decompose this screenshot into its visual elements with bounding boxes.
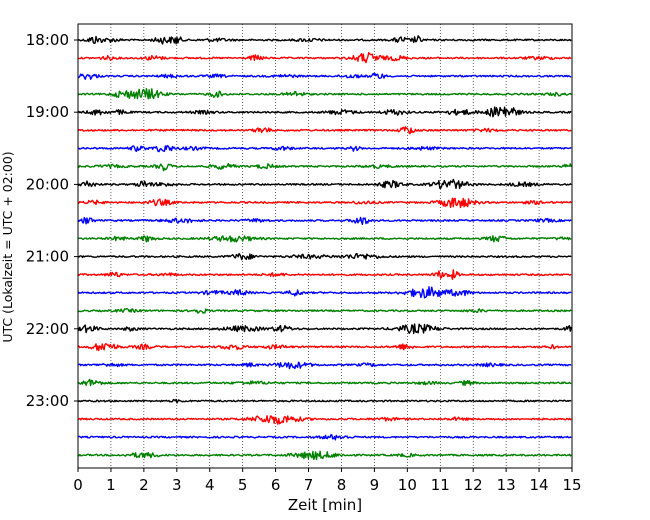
x-tick-label: 14 xyxy=(530,476,549,494)
x-tick-label: 11 xyxy=(431,476,450,494)
seismogram-trace-1845 xyxy=(77,87,572,100)
seismogram-trace-1945 xyxy=(77,162,572,172)
y-tick-label: 23:00 xyxy=(26,392,69,410)
x-tick-label: 5 xyxy=(238,476,248,494)
y-tick-label: 19:00 xyxy=(26,103,69,121)
x-tick-label: 8 xyxy=(337,476,347,494)
seismogram-trace-1915 xyxy=(77,126,572,135)
seismogram-trace-2030 xyxy=(77,216,572,226)
seismogram-trace-2145 xyxy=(77,308,572,314)
plot-frame xyxy=(77,23,573,469)
x-tick-label: 13 xyxy=(497,476,516,494)
seismogram-trace-2345 xyxy=(77,450,572,461)
seismogram-trace-1830 xyxy=(77,72,572,80)
y-axis: 18:00 19:00 20:00 21:00 22:00 23:00 xyxy=(26,31,78,410)
seismogram-trace-1815 xyxy=(77,52,572,64)
x-tick-label: 0 xyxy=(73,476,83,494)
x-tick-label: 10 xyxy=(398,476,417,494)
seismogram-trace-2000 xyxy=(77,178,572,190)
seismogram-trace-1900 xyxy=(77,106,572,118)
x-tick-label: 15 xyxy=(562,476,581,494)
seismogram-trace-2315 xyxy=(77,415,572,425)
x-tick-label: 12 xyxy=(464,476,483,494)
seismogram-trace-2330 xyxy=(77,434,572,441)
x-tick-label: 7 xyxy=(304,476,314,494)
seismogram-trace-2115 xyxy=(77,269,572,280)
seismogram-trace-2045 xyxy=(77,235,572,243)
x-tick-label: 6 xyxy=(271,476,281,494)
seismogram-trace-1930 xyxy=(77,144,572,153)
x-tick-label: 3 xyxy=(172,476,182,494)
seismogram-trace-2130 xyxy=(77,286,572,299)
trace-group xyxy=(77,35,572,461)
seismogram-trace-2200 xyxy=(77,323,572,335)
y-tick-label: 22:00 xyxy=(26,320,69,338)
seismogram-trace-2015 xyxy=(77,197,572,209)
seismogram-trace-2245 xyxy=(77,378,572,387)
seismogram-trace-2300 xyxy=(77,398,572,404)
y-tick-label: 18:00 xyxy=(26,31,69,49)
seismogram-trace-2230 xyxy=(77,361,572,370)
x-tick-label: 1 xyxy=(106,476,116,494)
x-tick-label: 4 xyxy=(205,476,215,494)
seismogram-trace-1800 xyxy=(77,35,572,45)
x-axis: 0 1 2 3 4 5 6 7 8 9 10 11 12 13 14 15 xyxy=(73,468,582,494)
y-axis-label: UTC (Lokalzeit = UTC + 02:00) xyxy=(0,151,15,342)
x-tick-label: 2 xyxy=(139,476,149,494)
y-tick-label: 20:00 xyxy=(26,175,69,193)
x-tick-label: 9 xyxy=(370,476,380,494)
x-axis-label: Zeit [min] xyxy=(288,496,362,514)
seismogram-trace-2215 xyxy=(77,343,572,352)
seismogram-trace-2100 xyxy=(77,252,572,261)
y-tick-label: 21:00 xyxy=(26,248,69,266)
